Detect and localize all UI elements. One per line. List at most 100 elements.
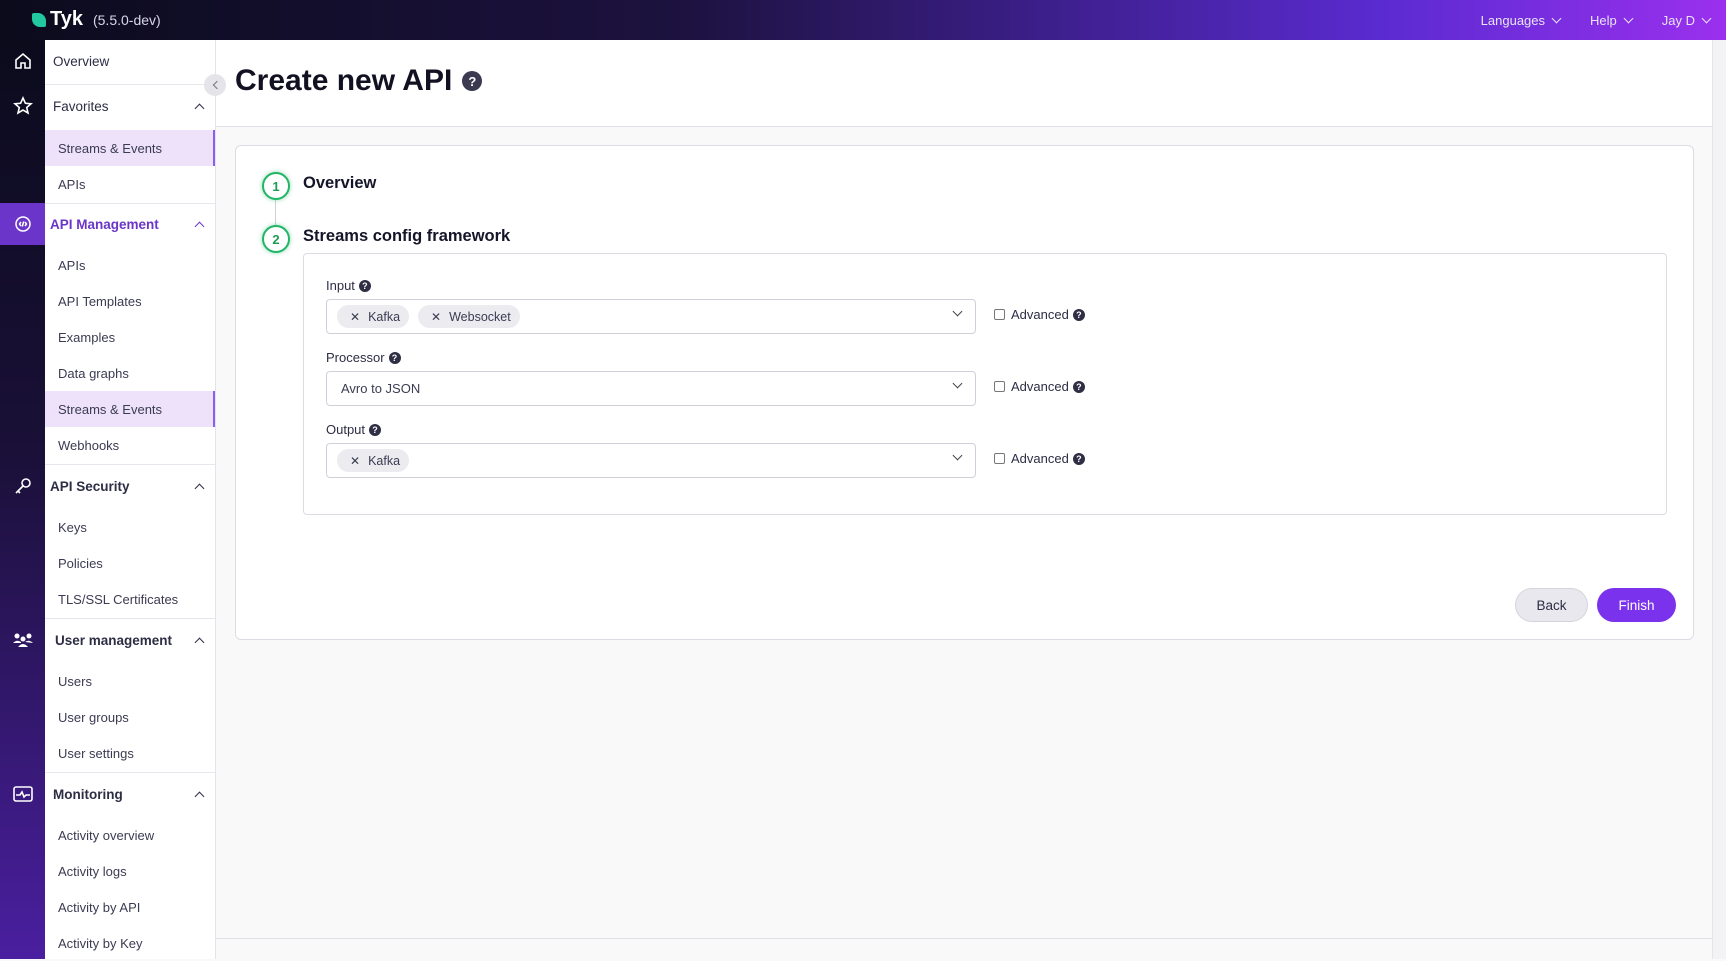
sidebar-item-policies[interactable]: Policies	[45, 545, 215, 581]
sidebar-item-label: APIs	[58, 176, 86, 192]
step-1-title[interactable]: Overview	[303, 174, 377, 192]
back-button[interactable]: Back	[1515, 588, 1588, 622]
sidebar-item-users[interactable]: Users	[45, 663, 215, 699]
api-gear-icon[interactable]	[0, 203, 45, 245]
processor-select[interactable]: Avro to JSON	[326, 371, 976, 406]
chevron-down-icon	[952, 450, 963, 461]
sidebar-section-api-security[interactable]: API Security	[45, 466, 215, 506]
chevron-down-icon	[1551, 13, 1562, 23]
sidebar-item-label: Streams & Events	[58, 401, 163, 417]
sidebar-item-overview[interactable]: Overview	[45, 41, 215, 81]
output-tag-kafka: ✕ Kafka	[337, 449, 410, 472]
sidebar-section-monitoring[interactable]: Monitoring	[45, 774, 215, 814]
sidebar-section-favorites[interactable]: Favorites	[45, 86, 215, 126]
tyk-logo[interactable]: Tyk (5.5.0-dev)	[32, 8, 161, 31]
sidebar-item-streams-events[interactable]: Streams & Events	[45, 391, 215, 427]
sidebar-item-apis[interactable]: APIs	[45, 247, 215, 283]
sidebar-item-label: Activity by API	[58, 899, 141, 915]
page-title-text: Create new API	[235, 64, 453, 97]
key-icon[interactable]	[0, 465, 45, 507]
sidebar-item-label: Policies	[58, 555, 103, 571]
divider	[45, 464, 215, 465]
monitoring-icon[interactable]	[0, 773, 45, 815]
sidebar-item-activity-logs[interactable]: Activity logs	[45, 853, 215, 889]
icon-rail	[0, 40, 45, 959]
sidebar-item-activity-overview[interactable]: Activity overview	[45, 817, 215, 853]
top-bar: Tyk (5.5.0-dev) Languages Help Jay D	[0, 0, 1726, 40]
logo-mark-icon	[32, 12, 46, 27]
sidebar-item-activity-by-api[interactable]: Activity by API	[45, 889, 215, 925]
help-icon[interactable]: ?	[1072, 380, 1085, 393]
processor-value: Avro to JSON	[341, 381, 421, 396]
sidebar-section-user-management[interactable]: User management	[45, 620, 215, 660]
help-icon[interactable]: ?	[388, 351, 401, 364]
sidebar-item-data-graphs[interactable]: Data graphs	[45, 355, 215, 391]
output-select[interactable]: ✕ Kafka	[326, 443, 976, 478]
sidebar-item-favorite-apis[interactable]: APIs	[45, 166, 215, 202]
sidebar-item-label: Overview	[53, 53, 110, 69]
help-icon[interactable]: ?	[1072, 308, 1085, 321]
sidebar-item-label: Streams & Events	[58, 140, 163, 156]
home-icon[interactable]	[0, 40, 45, 82]
logo-text: Tyk	[50, 8, 83, 30]
output-advanced: Advanced?	[994, 451, 1085, 466]
languages-label: Languages	[1480, 12, 1546, 28]
sidebar-item-label: Activity overview	[58, 827, 155, 843]
sidebar-item-label: Users	[58, 673, 92, 689]
sidebar-item-webhooks[interactable]: Webhooks	[45, 427, 215, 463]
chevron-up-icon	[194, 221, 205, 231]
output-label-text: Output	[326, 422, 366, 437]
user-menu[interactable]: Jay D	[1662, 13, 1712, 28]
section-label: API Security	[50, 478, 130, 494]
finish-button[interactable]: Finish	[1597, 588, 1676, 622]
sidebar-item-examples[interactable]: Examples	[45, 319, 215, 355]
scrollbar[interactable]	[1712, 40, 1726, 959]
processor-advanced: Advanced?	[994, 379, 1085, 394]
help-menu[interactable]: Help	[1590, 13, 1634, 28]
sidebar-item-keys[interactable]: Keys	[45, 509, 215, 545]
languages-menu[interactable]: Languages	[1480, 12, 1562, 28]
input-select[interactable]: ✕ Kafka ✕ Websocket	[326, 299, 976, 334]
help-icon[interactable]: ?	[462, 71, 483, 91]
output-label: Output?	[326, 422, 382, 437]
star-icon[interactable]	[0, 85, 45, 127]
input-tag-websocket: ✕ Websocket	[418, 305, 520, 328]
sidebar-item-label: Activity logs	[58, 863, 127, 879]
sidebar-section-api-management[interactable]: API Management	[45, 204, 215, 244]
footer-divider	[216, 938, 1712, 939]
sidebar-item-tls-certificates[interactable]: TLS/SSL Certificates	[45, 581, 215, 617]
processor-label-text: Processor	[326, 350, 385, 365]
remove-tag-icon[interactable]: ✕	[431, 309, 442, 324]
users-icon[interactable]	[0, 619, 45, 661]
sidebar-item-label: User groups	[58, 709, 129, 725]
step-connector	[275, 200, 276, 226]
remove-tag-icon[interactable]: ✕	[350, 309, 361, 324]
sidebar-item-user-settings[interactable]: User settings	[45, 735, 215, 771]
sidebar-item-label: User settings	[58, 745, 134, 761]
sidebar-item-label: Activity by Key	[58, 935, 143, 951]
remove-tag-icon[interactable]: ✕	[350, 453, 361, 468]
sidebar-item-favorite-streams-events[interactable]: Streams & Events	[45, 130, 215, 166]
step-1-indicator: 1	[262, 172, 290, 200]
sidebar-item-api-templates[interactable]: API Templates	[45, 283, 215, 319]
sidebar-item-activity-by-key[interactable]: Activity by Key	[45, 925, 215, 961]
sidebar-item-label: Webhooks	[58, 437, 120, 453]
advanced-label: Advanced	[1011, 379, 1069, 394]
input-advanced-checkbox[interactable]	[994, 309, 1005, 320]
tag-label: Kafka	[368, 453, 401, 468]
page-title: Create new API ?	[235, 64, 483, 98]
output-advanced-checkbox[interactable]	[994, 453, 1005, 464]
processor-advanced-checkbox[interactable]	[994, 381, 1005, 392]
tag-label: Kafka	[368, 309, 401, 324]
chevron-down-icon	[1623, 13, 1634, 23]
divider	[45, 618, 215, 619]
help-icon[interactable]: ?	[1072, 452, 1085, 465]
wizard-card: 1 Overview 2 Streams config framework In…	[235, 145, 1694, 640]
sidebar-item-label: APIs	[58, 257, 86, 273]
streams-config-panel: Input? ✕ Kafka ✕ Websocket Advanced? Proce…	[303, 253, 1667, 515]
collapse-sidebar-button[interactable]	[204, 74, 226, 96]
help-icon[interactable]: ?	[358, 279, 371, 292]
help-icon[interactable]: ?	[369, 423, 382, 436]
sidebar-item-user-groups[interactable]: User groups	[45, 699, 215, 735]
input-label: Input?	[326, 278, 371, 293]
